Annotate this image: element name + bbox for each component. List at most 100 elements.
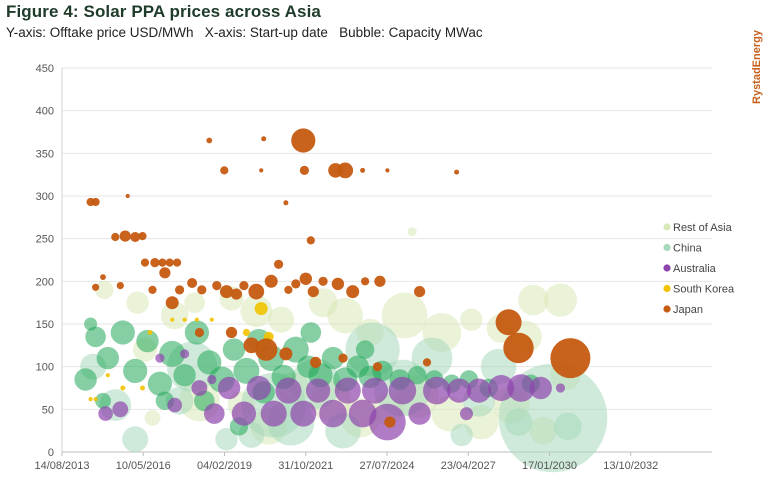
bubble-point xyxy=(503,332,534,364)
bubble-point xyxy=(450,423,473,447)
bubble-point xyxy=(130,232,141,242)
bubble-point xyxy=(95,280,114,300)
bubble-point xyxy=(175,285,185,295)
bubble-point xyxy=(346,285,360,299)
y-tick-label: 0 xyxy=(48,447,54,459)
y-tick-label: 200 xyxy=(36,276,54,288)
legend-label: Australia xyxy=(673,263,717,275)
bubble-point xyxy=(299,165,309,175)
bubble-point xyxy=(144,410,161,426)
bubble-point xyxy=(306,236,315,245)
bubble-point xyxy=(122,426,149,453)
legend-label: South Korea xyxy=(673,284,735,296)
bubble-point xyxy=(167,397,182,413)
bubble-point xyxy=(136,329,159,353)
series-japan xyxy=(86,128,591,428)
bubble-point xyxy=(155,353,165,363)
x-tick-label: 13/10/2032 xyxy=(603,460,658,472)
bubble-point xyxy=(170,317,175,322)
bubble-point xyxy=(372,362,383,372)
legend-label: Japan xyxy=(673,304,703,316)
x-tick-label: 04/02/2019 xyxy=(197,460,252,472)
bubble-point xyxy=(173,258,182,267)
bubble-point xyxy=(217,376,241,400)
bubble-point xyxy=(423,376,451,405)
bubble-point xyxy=(191,380,208,396)
bubble-point xyxy=(328,163,343,178)
bubble-point xyxy=(225,326,238,339)
bubble-point xyxy=(140,385,145,391)
bubble-point xyxy=(408,402,431,425)
bubble-point xyxy=(388,376,417,405)
bubble-point xyxy=(554,412,582,441)
bubble-point xyxy=(74,368,97,391)
y-tick-label: 50 xyxy=(42,404,54,416)
bubble-point xyxy=(504,408,533,436)
bubble-point xyxy=(243,337,260,354)
bubble-point xyxy=(123,358,148,383)
x-tick-label: 10/05/2016 xyxy=(116,460,171,472)
x-tick-label: 14/08/2013 xyxy=(34,460,89,472)
bubble-point xyxy=(105,373,110,378)
bubble-point xyxy=(291,128,316,153)
bubble-point xyxy=(259,168,264,173)
legend-marker xyxy=(663,223,671,231)
bubble-point xyxy=(319,399,347,428)
bubble-point xyxy=(119,230,131,242)
bubble-point xyxy=(230,288,242,300)
bubble-point xyxy=(374,275,386,287)
x-tick-label: 23/04/2027 xyxy=(441,460,496,472)
bubble-point xyxy=(261,136,267,142)
bubble-point xyxy=(180,349,190,359)
bubble-point xyxy=(321,346,345,370)
bubble-point xyxy=(544,283,577,317)
bubble-point xyxy=(331,277,345,291)
bubble-point xyxy=(206,137,213,144)
bubble-point xyxy=(233,357,260,384)
bubble-point xyxy=(414,286,426,298)
bubble-point xyxy=(254,302,268,316)
bubble-point xyxy=(300,322,322,343)
bubble-point xyxy=(361,277,370,286)
bubble-point xyxy=(98,406,113,421)
bubble-point xyxy=(93,397,98,402)
bubble-point xyxy=(231,401,256,426)
legend: Rest of Asia China Australia South Korea Jap… xyxy=(663,222,735,316)
bubble-point xyxy=(422,358,432,367)
bubble-point xyxy=(384,416,396,428)
bubble-point xyxy=(148,285,157,294)
bubble-point xyxy=(85,326,106,348)
bubble-point xyxy=(246,375,271,401)
bubble-point xyxy=(88,397,93,402)
bubble-point xyxy=(91,197,100,207)
bubble-point xyxy=(140,258,150,267)
bubble-point xyxy=(220,285,233,299)
bubble-point xyxy=(160,301,189,330)
bubble-point xyxy=(283,200,289,206)
bubble-point xyxy=(460,308,483,331)
bubble-point xyxy=(194,327,204,338)
bubble-point xyxy=(362,377,388,404)
bubble-point xyxy=(100,274,106,280)
bubble-point xyxy=(92,283,100,291)
axes: 0 50 100 150 200 250 300 350 400 450 14/08/2013 10/… xyxy=(34,63,658,472)
bubble-point xyxy=(220,166,229,175)
bubble-point xyxy=(460,407,473,421)
bubble-point xyxy=(268,306,295,333)
bubble-point xyxy=(488,375,515,401)
legend-marker xyxy=(663,264,671,272)
bubble-point xyxy=(138,232,147,241)
bubble-point xyxy=(150,258,160,268)
bubble-point xyxy=(275,377,302,404)
bubble-point xyxy=(306,378,331,403)
bubble-point xyxy=(165,258,174,267)
y-tick-label: 400 xyxy=(36,106,54,118)
bubble-point xyxy=(112,401,129,418)
bubble-point xyxy=(407,366,427,385)
legend-marker xyxy=(663,243,671,252)
bubble-point xyxy=(147,371,172,396)
bubble-point xyxy=(242,328,250,337)
bubble-point xyxy=(291,279,301,289)
bubble-point xyxy=(96,346,120,370)
